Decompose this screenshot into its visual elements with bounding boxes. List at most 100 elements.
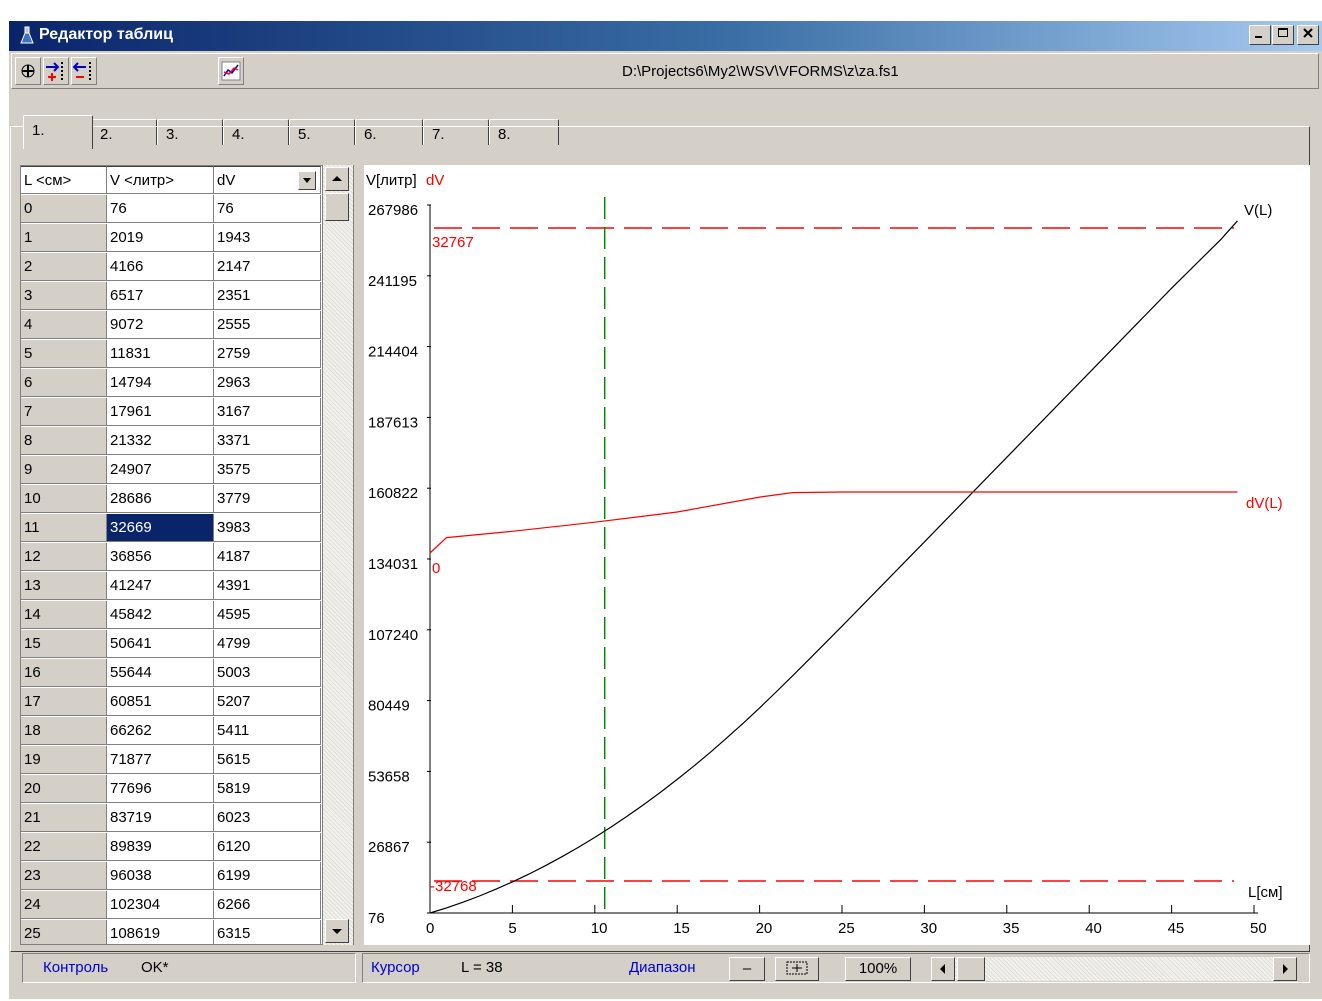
tab-8[interactable]: 8.: [489, 119, 559, 145]
cell-v[interactable]: 102304: [107, 891, 214, 919]
cell-l[interactable]: 24: [21, 891, 107, 919]
minimize-button[interactable]: [1249, 25, 1271, 45]
cell-l[interactable]: 2: [21, 253, 107, 281]
cell-dv[interactable]: 5003: [214, 659, 321, 687]
cell-v[interactable]: 89839: [107, 833, 214, 861]
cell-l[interactable]: 25: [21, 920, 107, 944]
cell-v[interactable]: 60851: [107, 688, 214, 716]
cell-v[interactable]: 41247: [107, 572, 214, 600]
cell-dv[interactable]: 3983: [214, 514, 321, 542]
cell-dv[interactable]: 2555: [214, 311, 321, 339]
cell-v[interactable]: 66262: [107, 717, 214, 745]
zoom-out-button[interactable]: –: [729, 957, 765, 981]
cell-l[interactable]: 11: [21, 514, 107, 542]
cell-l[interactable]: 4: [21, 311, 107, 339]
cell-l[interactable]: 5: [21, 340, 107, 368]
cell-l[interactable]: 9: [21, 456, 107, 484]
header-v[interactable]: V <литр>: [107, 166, 214, 194]
cell-dv[interactable]: 5207: [214, 688, 321, 716]
cursor-label[interactable]: Курсор: [371, 959, 420, 976]
cell-v[interactable]: 9072: [107, 311, 214, 339]
cell-l[interactable]: 0: [21, 195, 107, 223]
cell-v[interactable]: 17961: [107, 398, 214, 426]
scroll-right-button[interactable]: [1273, 957, 1297, 981]
cell-dv[interactable]: 1943: [214, 224, 321, 252]
cell-l[interactable]: 14: [21, 601, 107, 629]
add-row-button[interactable]: [15, 57, 41, 85]
control-label[interactable]: Контроль: [43, 959, 109, 976]
cell-dv[interactable]: 3167: [214, 398, 321, 426]
data-table[interactable]: L <см> V <литр> dV 0 76 76 1 2019 1943 2 4166 21…: [20, 165, 354, 945]
cell-dv[interactable]: 4799: [214, 630, 321, 658]
chart-area[interactable]: V[литр] dV L[см] 76 26867 53658 80449 107240 134…: [364, 165, 1310, 945]
cell-l[interactable]: 17: [21, 688, 107, 716]
close-button[interactable]: [1297, 25, 1319, 45]
cell-v[interactable]: 6517: [107, 282, 214, 310]
tab-3[interactable]: 3.: [157, 119, 223, 145]
cell-v[interactable]: 96038: [107, 862, 214, 890]
header-dv[interactable]: dV: [214, 166, 321, 194]
cell-v[interactable]: 36856: [107, 543, 214, 571]
cell-l[interactable]: 15: [21, 630, 107, 658]
cell-v[interactable]: 77696: [107, 775, 214, 803]
cell-v[interactable]: 28686: [107, 485, 214, 513]
cell-dv[interactable]: 76: [214, 195, 321, 223]
cell-v[interactable]: 71877: [107, 746, 214, 774]
scroll-thumb[interactable]: [325, 193, 349, 221]
insert-row-button[interactable]: [43, 57, 69, 85]
cell-v[interactable]: 21332: [107, 427, 214, 455]
cell-dv[interactable]: 6199: [214, 862, 321, 890]
cell-dv[interactable]: 3779: [214, 485, 321, 513]
cell-dv[interactable]: 5411: [214, 717, 321, 745]
cell-l[interactable]: 13: [21, 572, 107, 600]
cell-v[interactable]: 4166: [107, 253, 214, 281]
cell-l[interactable]: 16: [21, 659, 107, 687]
cell-v[interactable]: 108619: [107, 920, 214, 944]
cell-l[interactable]: 21: [21, 804, 107, 832]
cell-l[interactable]: 10: [21, 485, 107, 513]
tab-6[interactable]: 6.: [355, 119, 423, 145]
cell-l[interactable]: 22: [21, 833, 107, 861]
cell-dv[interactable]: 2351: [214, 282, 321, 310]
cell-dv[interactable]: 5819: [214, 775, 321, 803]
cell-l[interactable]: 12: [21, 543, 107, 571]
tab-7[interactable]: 7.: [423, 119, 489, 145]
cell-l[interactable]: 3: [21, 282, 107, 310]
header-l[interactable]: L <см>: [21, 166, 107, 194]
cell-l[interactable]: 8: [21, 427, 107, 455]
cell-l[interactable]: 19: [21, 746, 107, 774]
scroll-down-button[interactable]: [325, 919, 349, 943]
cell-v[interactable]: 24907: [107, 456, 214, 484]
cell-v[interactable]: 83719: [107, 804, 214, 832]
cell-v[interactable]: 55644: [107, 659, 214, 687]
cell-l[interactable]: 18: [21, 717, 107, 745]
cell-dv[interactable]: 2759: [214, 340, 321, 368]
cell-v[interactable]: 76: [107, 195, 214, 223]
column-select-dropdown[interactable]: [298, 171, 316, 190]
cell-l[interactable]: 1: [21, 224, 107, 252]
cell-v[interactable]: 32669: [107, 514, 214, 542]
range-label[interactable]: Диапазон: [629, 959, 696, 976]
cell-v[interactable]: 11831: [107, 340, 214, 368]
cell-dv[interactable]: 6120: [214, 833, 321, 861]
cell-dv[interactable]: 4391: [214, 572, 321, 600]
cell-dv[interactable]: 2147: [214, 253, 321, 281]
zoom-level-button[interactable]: 100%: [845, 957, 911, 981]
tab-5[interactable]: 5.: [289, 119, 355, 145]
scroll-left-button[interactable]: [931, 957, 955, 981]
cell-dv[interactable]: 3575: [214, 456, 321, 484]
cell-l[interactable]: 23: [21, 862, 107, 890]
tab-4[interactable]: 4.: [223, 119, 289, 145]
cell-dv[interactable]: 6023: [214, 804, 321, 832]
cell-dv[interactable]: 6315: [214, 920, 321, 944]
cell-dv[interactable]: 4595: [214, 601, 321, 629]
cell-v[interactable]: 14794: [107, 369, 214, 397]
chart-button[interactable]: [218, 57, 244, 85]
cell-v[interactable]: 2019: [107, 224, 214, 252]
scroll-up-button[interactable]: [325, 167, 349, 191]
cell-dv[interactable]: 3371: [214, 427, 321, 455]
table-vertical-scrollbar[interactable]: [322, 165, 353, 945]
cell-l[interactable]: 20: [21, 775, 107, 803]
cell-l[interactable]: 6: [21, 369, 107, 397]
cell-dv[interactable]: 5615: [214, 746, 321, 774]
